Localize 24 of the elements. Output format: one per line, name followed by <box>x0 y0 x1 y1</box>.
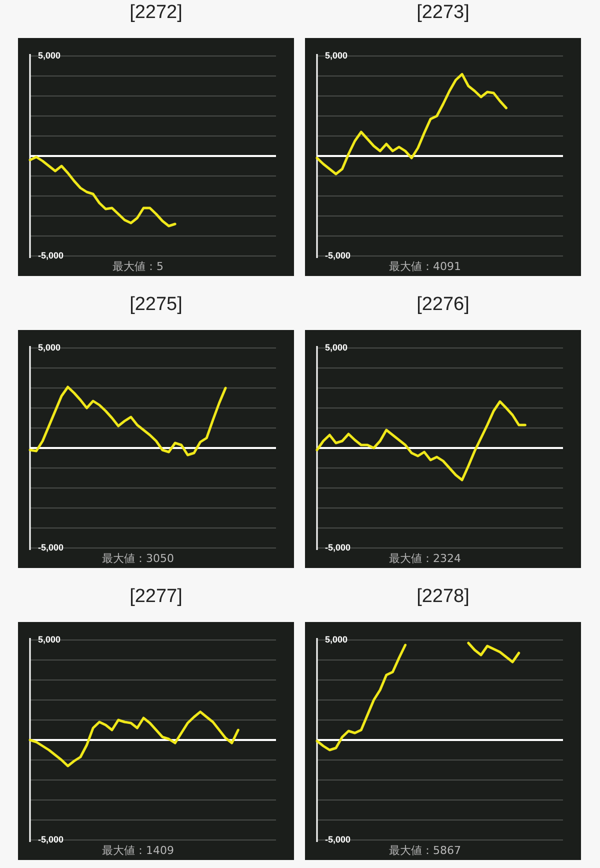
y-tick-label: -5,000 <box>325 542 351 552</box>
chart-title: [2273] <box>416 2 470 24</box>
y-tick-label: 5,000 <box>38 50 61 60</box>
y-tick-label: -5,000 <box>38 250 64 260</box>
y-tick-label: -5,000 <box>325 834 351 844</box>
y-tick-label: 5,000 <box>325 342 348 352</box>
text: 最大値：1409 <box>102 844 174 858</box>
chart-title: [2272] <box>128 2 184 24</box>
text: 最大値：3050 <box>102 552 174 566</box>
text: 最大値：5 <box>112 260 164 274</box>
text: 最大値：2324 <box>389 552 461 566</box>
y-tick-label: 5,000 <box>38 634 61 644</box>
chart-title: [2278] <box>416 586 470 608</box>
y-tick-label: -5,000 <box>38 542 64 552</box>
y-tick-label: -5,000 <box>325 250 351 260</box>
y-tick-label: 5,000 <box>325 634 348 644</box>
y-tick-label: 5,000 <box>38 342 61 352</box>
chart-title: [2277] <box>128 586 184 608</box>
text: 最大値：4091 <box>389 260 461 274</box>
chart-title: [2275] <box>128 294 184 316</box>
y-tick-label: 5,000 <box>325 50 348 60</box>
text: 最大値：5867 <box>389 844 461 858</box>
chart-title: [2276] <box>416 294 470 316</box>
y-tick-label: -5,000 <box>38 834 64 844</box>
